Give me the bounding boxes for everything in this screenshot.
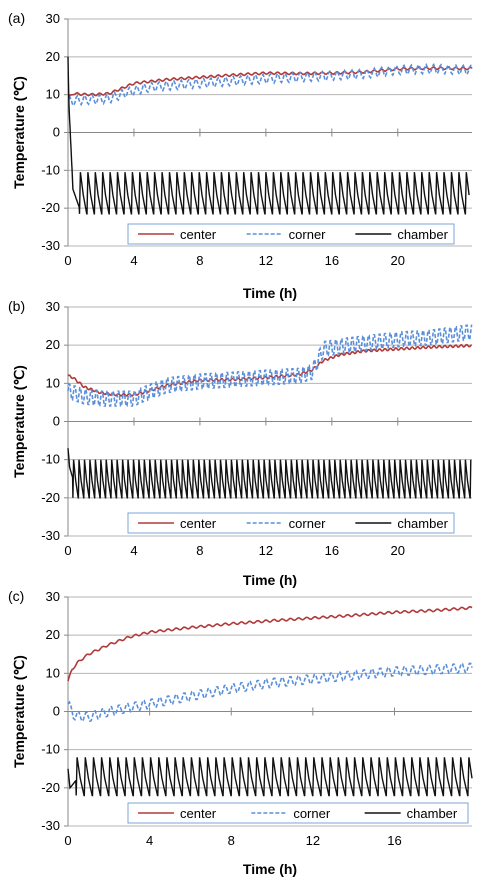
y-tick-label: -20: [41, 200, 60, 215]
x-tick-label: 16: [325, 543, 339, 558]
x-axis-label: Time (h): [243, 285, 297, 301]
x-tick-label: 16: [325, 253, 339, 268]
legend-label-corner: corner: [293, 806, 331, 821]
y-tick-label: 20: [46, 49, 60, 64]
x-tick-label: 12: [306, 833, 320, 848]
x-tick-label: 8: [196, 253, 203, 268]
x-tick-label: 4: [130, 253, 137, 268]
series-line-chamber: [67, 56, 470, 215]
legend-box: [127, 802, 469, 824]
y-tick-label: -10: [41, 452, 60, 467]
series-line-center: [67, 605, 473, 682]
x-tick-label: 12: [259, 253, 273, 268]
x-tick-label: 4: [146, 833, 153, 848]
legend-label-center: center: [180, 806, 217, 821]
chart-panel-b: -30 -20 -10 0 10 20 30 0 4 8 12 16 20 (b) Time (h) Temp…: [8, 298, 473, 588]
legend-label-chamber: chamber: [397, 227, 448, 242]
x-axis-label: Time (h): [243, 861, 297, 877]
y-tick-label: 10: [46, 375, 60, 390]
y-tick-label: 30: [46, 299, 60, 314]
y-tick-label: 0: [53, 414, 60, 429]
y-tick-label: -20: [41, 780, 60, 795]
legend-box: [127, 512, 455, 534]
y-tick-label: 20: [46, 627, 60, 642]
x-tick-label: 4: [130, 543, 137, 558]
y-tick-label: -20: [41, 490, 60, 505]
y-tick-label: 30: [46, 11, 60, 26]
chart-panel-a: -30 -20 -10 0 10 20 30 0 4 8 12 16 20 (a) Time (h) Temp…: [8, 10, 473, 301]
panel-label: (a): [8, 10, 25, 26]
legend-label-corner: corner: [289, 227, 327, 242]
y-tick-label: -30: [41, 238, 60, 253]
x-tick-label: 12: [259, 543, 273, 558]
series-line-chamber: [67, 757, 473, 797]
x-axis-label: Time (h): [243, 572, 297, 588]
legend-label-chamber: chamber: [397, 516, 448, 531]
legend-box: [127, 223, 455, 245]
legend-label-center: center: [180, 227, 217, 242]
series-line-corner: [67, 324, 473, 407]
legend: center corner chamber: [127, 512, 455, 534]
x-tick-label: 8: [228, 833, 235, 848]
legend-label-chamber: chamber: [407, 806, 458, 821]
series-line-center: [68, 66, 473, 98]
y-axis-label: Temperature (℃): [11, 655, 27, 768]
y-tick-label: -10: [41, 742, 60, 757]
x-tick-label: 0: [64, 543, 71, 558]
y-axis-label: Temperature (℃): [11, 365, 27, 478]
x-tick-label: 16: [387, 833, 401, 848]
y-tick-label: 20: [46, 337, 60, 352]
y-tick-label: -10: [41, 162, 60, 177]
y-tick-label: 0: [53, 704, 60, 719]
x-tick-label: 0: [64, 833, 71, 848]
x-tick-label: 0: [64, 253, 71, 268]
y-tick-label: 10: [46, 87, 60, 102]
y-tick-label: 10: [46, 665, 60, 680]
panel-label: (c): [8, 588, 24, 604]
x-tick-label: 8: [196, 543, 203, 558]
x-tick-label: 20: [391, 543, 405, 558]
legend-label-center: center: [180, 516, 217, 531]
y-tick-label: 0: [53, 125, 60, 140]
y-tick-label: -30: [41, 528, 60, 543]
series-line-chamber: [67, 448, 472, 499]
x-tick-label: 20: [391, 253, 405, 268]
legend: center corner chamber: [127, 802, 469, 824]
chart-panel-c: -30 -20 -10 0 10 20 30 0 4 8 12 16 (c) Time (h) Temper…: [8, 588, 473, 877]
series-line-corner: [68, 62, 473, 107]
panel-label: (b): [8, 298, 25, 314]
series-line-corner: [67, 662, 473, 723]
legend: center corner chamber: [127, 223, 455, 245]
y-tick-label: -30: [41, 818, 60, 833]
y-axis-label: Temperature (℃): [11, 76, 27, 189]
y-tick-label: 30: [46, 589, 60, 604]
legend-label-corner: corner: [289, 516, 327, 531]
